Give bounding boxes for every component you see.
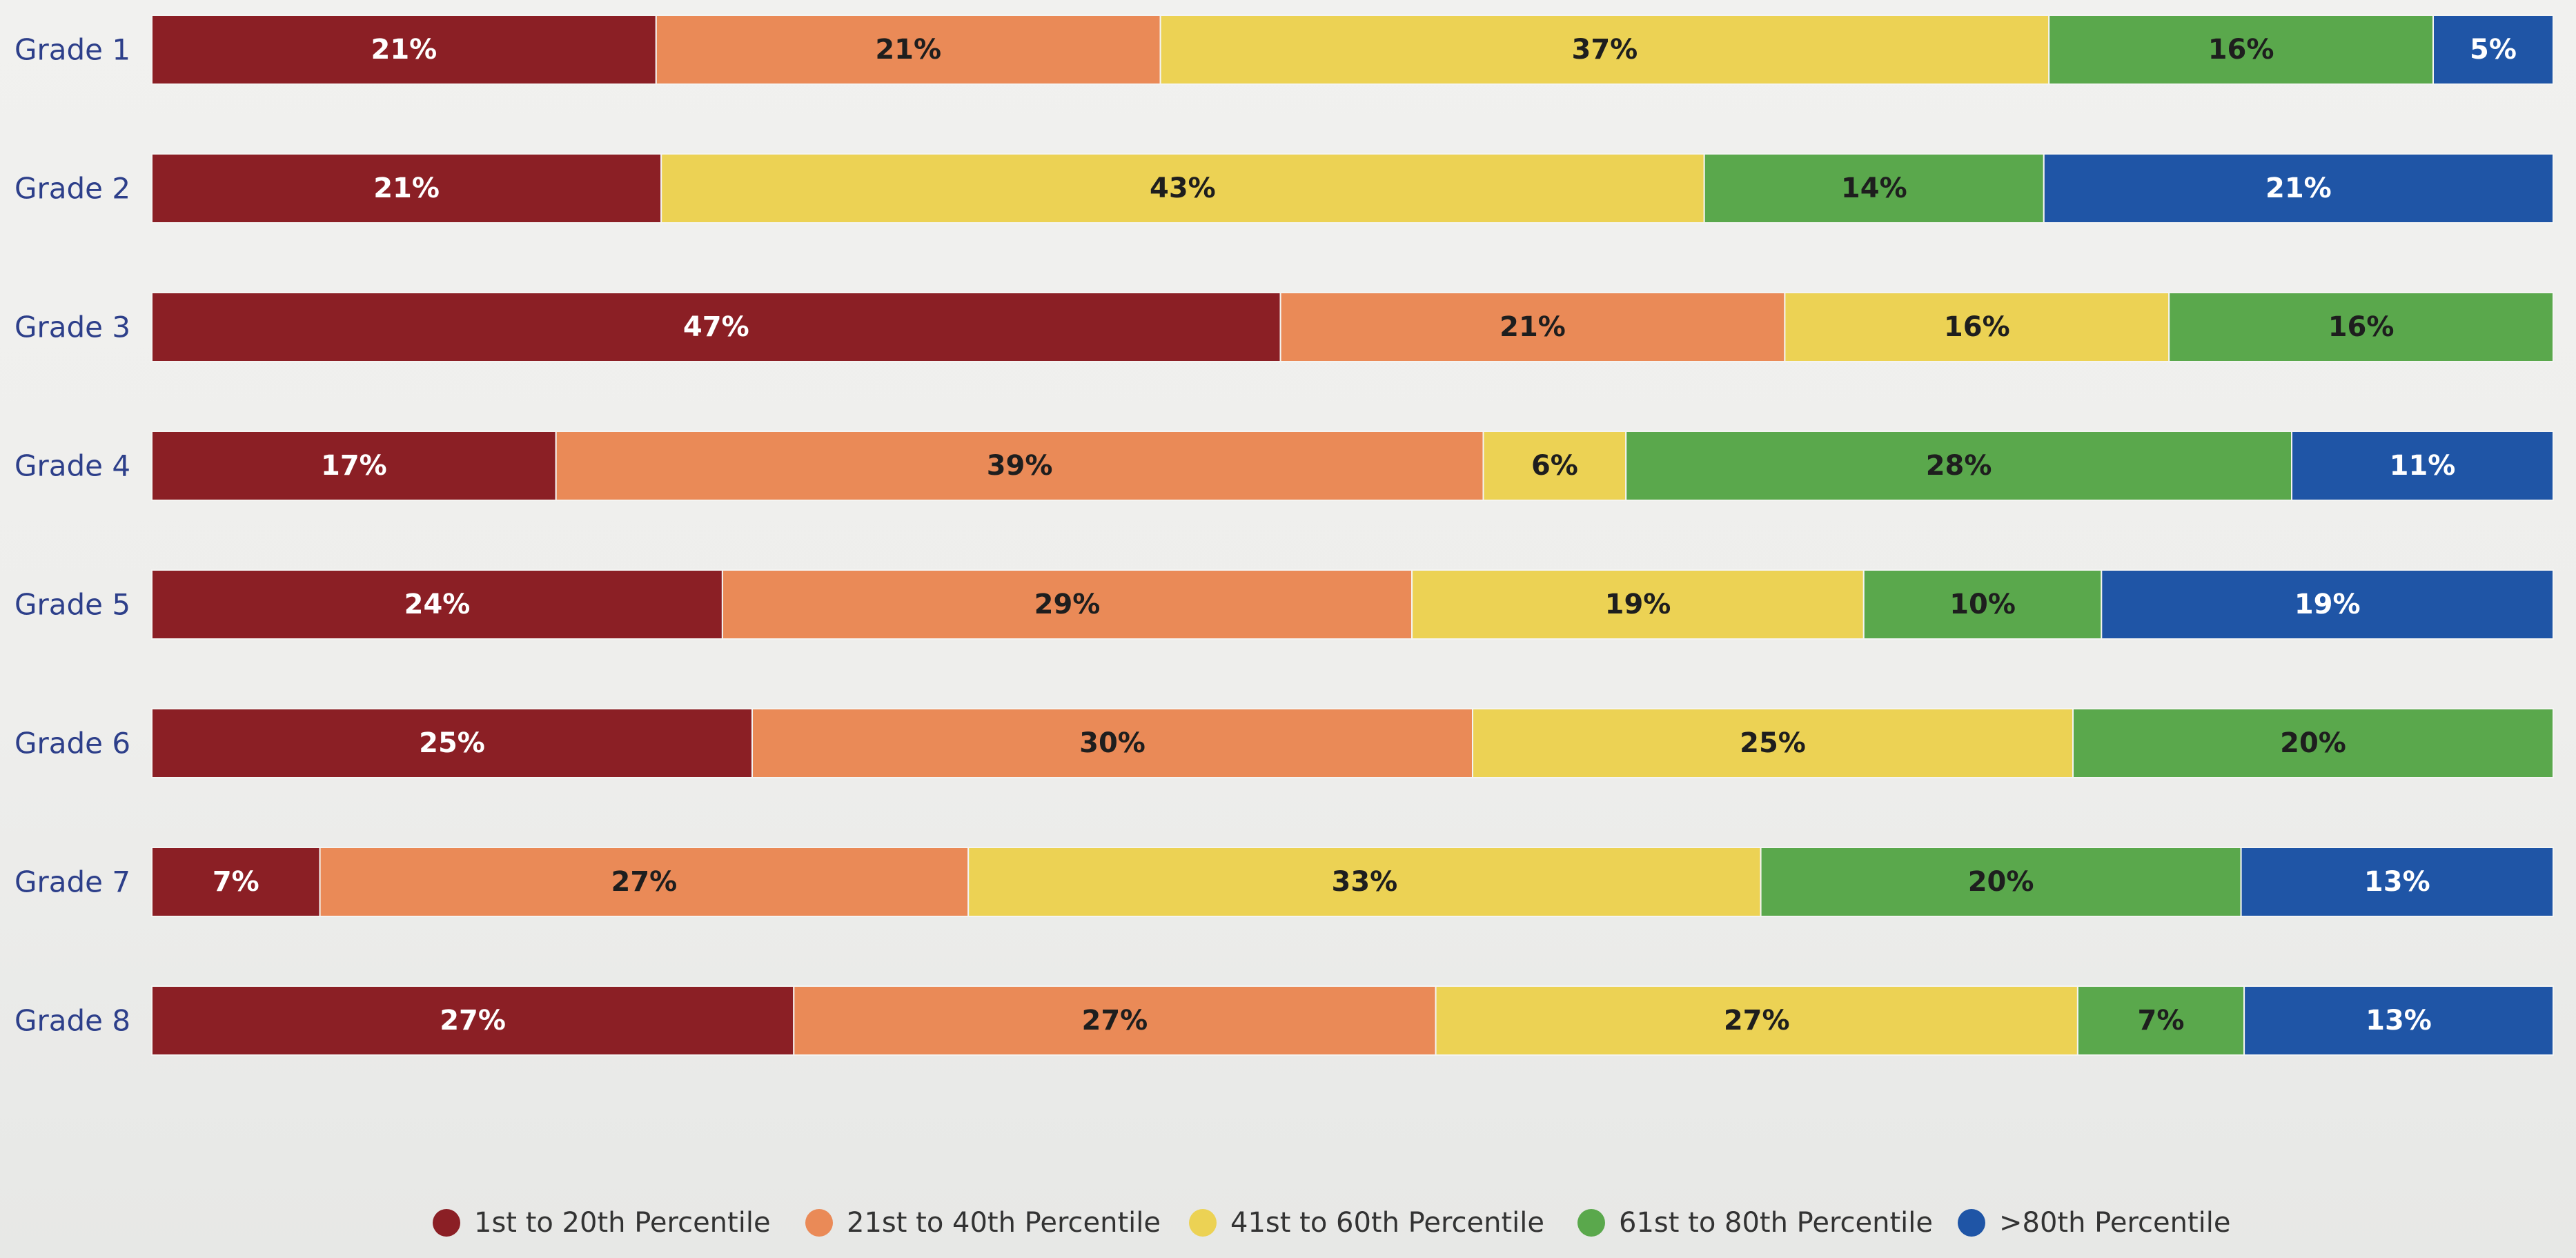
legend-marker [1189,1209,1217,1237]
bar-segment [319,847,970,917]
data-label: 25% [419,727,485,759]
data-label: 20% [1968,866,2034,898]
legend-marker [805,1209,833,1237]
data-label: 27% [1082,1005,1148,1036]
bar-segment [2101,569,2555,640]
data-label: 21% [875,34,941,66]
data-label: 16% [1944,311,2010,343]
legend-marker [1577,1209,1605,1237]
data-label: 27% [1724,1005,1790,1036]
data-label: 11% [2390,450,2456,482]
data-label: 33% [1332,866,1398,898]
data-label: 10% [1949,589,2016,620]
bar-segment [1625,431,2292,501]
data-label: 27% [611,866,678,898]
data-label: 21% [371,34,437,66]
bar-segment [1159,14,2050,85]
data-label: 21% [373,173,440,204]
bar-segment [751,708,1473,778]
bars-layer: Grade 1 21% 21% 37% 16% 5% Grade 2 21% 43% 14% 21%… [14,14,2555,1056]
data-label: 7% [213,866,259,898]
bar-segment [1760,847,2242,917]
bar-segment [793,985,1437,1056]
data-label: 6% [1531,450,1578,482]
bar-segment [2432,14,2554,85]
data-label: 30% [1079,727,1146,759]
data-label: 14% [1841,173,1907,204]
data-label: 16% [2328,311,2395,343]
bar-segment [1703,153,2045,224]
bar-segment [1784,292,2170,362]
bar-segment [1482,431,1627,501]
bar-segment [151,292,1281,362]
legend-label: 61st to 80th Percentile [1619,1207,1933,1239]
legend: 1st to 20th Percentile 21st to 40th Perce… [433,1207,2231,1239]
bar-segment [1411,569,1865,640]
legend-label: 1st to 20th Percentile [474,1207,771,1239]
data-label: 29% [1034,589,1101,620]
category-label: Grade 7 [14,865,130,899]
category-label: Grade 5 [14,588,130,622]
category-label: Grade 8 [14,1004,130,1038]
data-label: 28% [1926,450,1992,482]
bar-segment [655,14,1161,85]
legend-label: >80th Percentile [1999,1207,2231,1239]
data-label: 47% [683,311,749,343]
bar-segment [660,153,1705,224]
bar-segment [721,569,1413,640]
bar-segment [555,431,1484,501]
legend-marker [433,1209,460,1237]
data-label: 5% [2470,34,2517,66]
bar-segment [1435,985,2078,1056]
bar-segment [2243,985,2555,1056]
data-label: 43% [1150,173,1216,204]
data-label: 39% [987,450,1053,482]
legend-label: 21st to 40th Percentile [847,1207,1161,1239]
bar-segment [2076,985,2245,1056]
data-label: 21% [1500,311,1566,343]
data-label: 13% [2364,866,2430,898]
bar-segment [1862,569,2103,640]
data-label: 37% [1572,34,1638,66]
data-label: 20% [2280,727,2346,759]
bar-segment [151,14,657,85]
bar-segment [2043,153,2555,224]
bar-segment [151,569,723,640]
bar-segment [2291,431,2554,501]
bar-segment [2048,14,2434,85]
category-label: Grade 3 [14,311,130,344]
bar-segment [151,153,662,224]
legend-marker [1958,1209,1985,1237]
bar-segment [151,431,557,501]
category-label: Grade 1 [14,33,130,67]
data-label: 21% [2265,173,2332,204]
bar-segment [151,847,321,917]
data-label: 19% [2294,589,2361,620]
data-label: 16% [2208,34,2274,66]
category-label: Grade 2 [14,172,130,206]
category-label: Grade 4 [14,449,130,483]
bar-segment [2168,292,2554,362]
category-label: Grade 6 [14,727,130,760]
data-label: 27% [440,1005,506,1036]
bar-segment [2240,847,2555,917]
bar-segment [2072,708,2554,778]
data-label: 19% [1605,589,1671,620]
data-label: 7% [2138,1005,2185,1036]
data-label: 13% [2366,1005,2432,1036]
data-label: 25% [1740,727,1806,759]
legend-label: 41st to 60th Percentile [1230,1207,1544,1239]
data-label: 17% [321,450,387,482]
data-label: 24% [404,589,471,620]
